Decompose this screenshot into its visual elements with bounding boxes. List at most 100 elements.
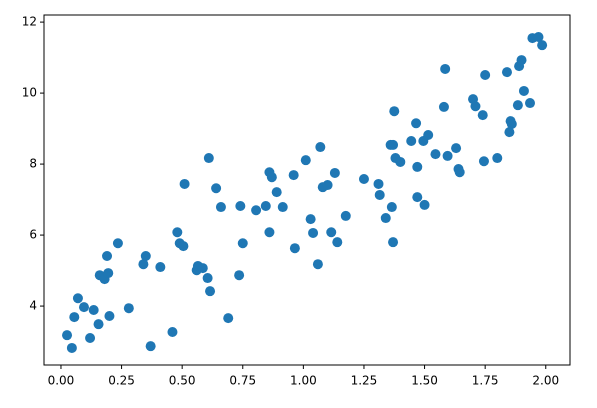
point: [442, 150, 453, 161]
point: [430, 149, 441, 160]
point: [112, 238, 123, 249]
point: [373, 178, 384, 189]
point: [305, 214, 316, 225]
point: [264, 227, 275, 238]
point: [388, 237, 399, 248]
point: [85, 333, 96, 344]
x-tick-label: 0.50: [169, 374, 196, 388]
point: [438, 101, 449, 112]
point: [138, 259, 149, 270]
point: [103, 268, 114, 279]
point: [395, 156, 406, 167]
point: [423, 129, 434, 140]
point: [178, 241, 189, 252]
point: [478, 156, 489, 167]
point: [104, 311, 115, 322]
point: [266, 172, 277, 183]
point: [340, 210, 351, 221]
point: [516, 55, 527, 66]
x-tick-label: 0.75: [229, 374, 256, 388]
point: [88, 304, 99, 315]
point: [205, 286, 216, 297]
point: [380, 213, 391, 224]
point: [202, 273, 213, 284]
y-tick-label: 8: [29, 157, 37, 171]
point: [386, 202, 397, 213]
point: [329, 167, 340, 178]
y-tick-label: 6: [29, 228, 37, 242]
point: [454, 167, 465, 178]
point: [237, 238, 248, 249]
point: [374, 189, 385, 200]
point: [140, 251, 151, 262]
point: [308, 227, 319, 238]
point: [537, 40, 548, 51]
point: [78, 302, 89, 313]
x-tick-label: 1.25: [351, 374, 378, 388]
point: [388, 139, 399, 150]
point: [155, 262, 166, 273]
point: [411, 118, 422, 129]
point: [277, 202, 288, 213]
point: [203, 153, 214, 164]
point: [389, 106, 400, 117]
point: [419, 199, 430, 210]
y-tick-label: 12: [22, 15, 37, 29]
point: [312, 259, 323, 270]
point: [440, 63, 451, 74]
point: [66, 342, 77, 353]
x-tick-label: 2.00: [532, 374, 559, 388]
point: [504, 127, 515, 138]
point: [62, 330, 73, 341]
point: [251, 205, 262, 216]
y-tick-label: 10: [22, 86, 37, 100]
point: [412, 161, 423, 172]
point: [271, 187, 282, 198]
point: [518, 85, 529, 96]
point: [123, 303, 134, 314]
point: [358, 173, 369, 184]
point: [492, 153, 503, 164]
point: [172, 227, 183, 238]
point: [300, 155, 311, 166]
point: [211, 183, 222, 194]
y-tick-label: 4: [29, 299, 37, 313]
point: [315, 142, 326, 153]
point: [412, 192, 423, 203]
point: [322, 180, 333, 191]
x-tick-label: 1.50: [411, 374, 438, 388]
point: [525, 98, 536, 109]
point: [167, 326, 178, 337]
point: [215, 202, 226, 213]
x-tick-label: 1.00: [290, 374, 317, 388]
point: [451, 143, 462, 154]
point: [102, 251, 113, 262]
point: [477, 110, 488, 121]
point: [470, 101, 481, 112]
point: [480, 69, 491, 80]
point: [289, 243, 300, 254]
point: [533, 32, 544, 43]
point: [234, 270, 245, 281]
point: [72, 293, 83, 304]
point: [260, 200, 271, 211]
x-tick-label: 1.75: [472, 374, 499, 388]
point: [93, 319, 104, 330]
point: [512, 100, 523, 111]
point: [235, 200, 246, 211]
point: [326, 227, 337, 238]
x-tick-label: 0.25: [108, 374, 135, 388]
point: [145, 341, 156, 352]
point: [179, 178, 190, 189]
point: [501, 67, 512, 78]
plot-frame: [43, 14, 571, 366]
point: [332, 237, 343, 248]
x-tick-label: 0.00: [48, 374, 75, 388]
point: [406, 136, 417, 147]
point: [197, 263, 208, 274]
point: [69, 312, 80, 323]
point: [506, 118, 517, 129]
point: [288, 170, 299, 181]
point: [223, 313, 234, 324]
